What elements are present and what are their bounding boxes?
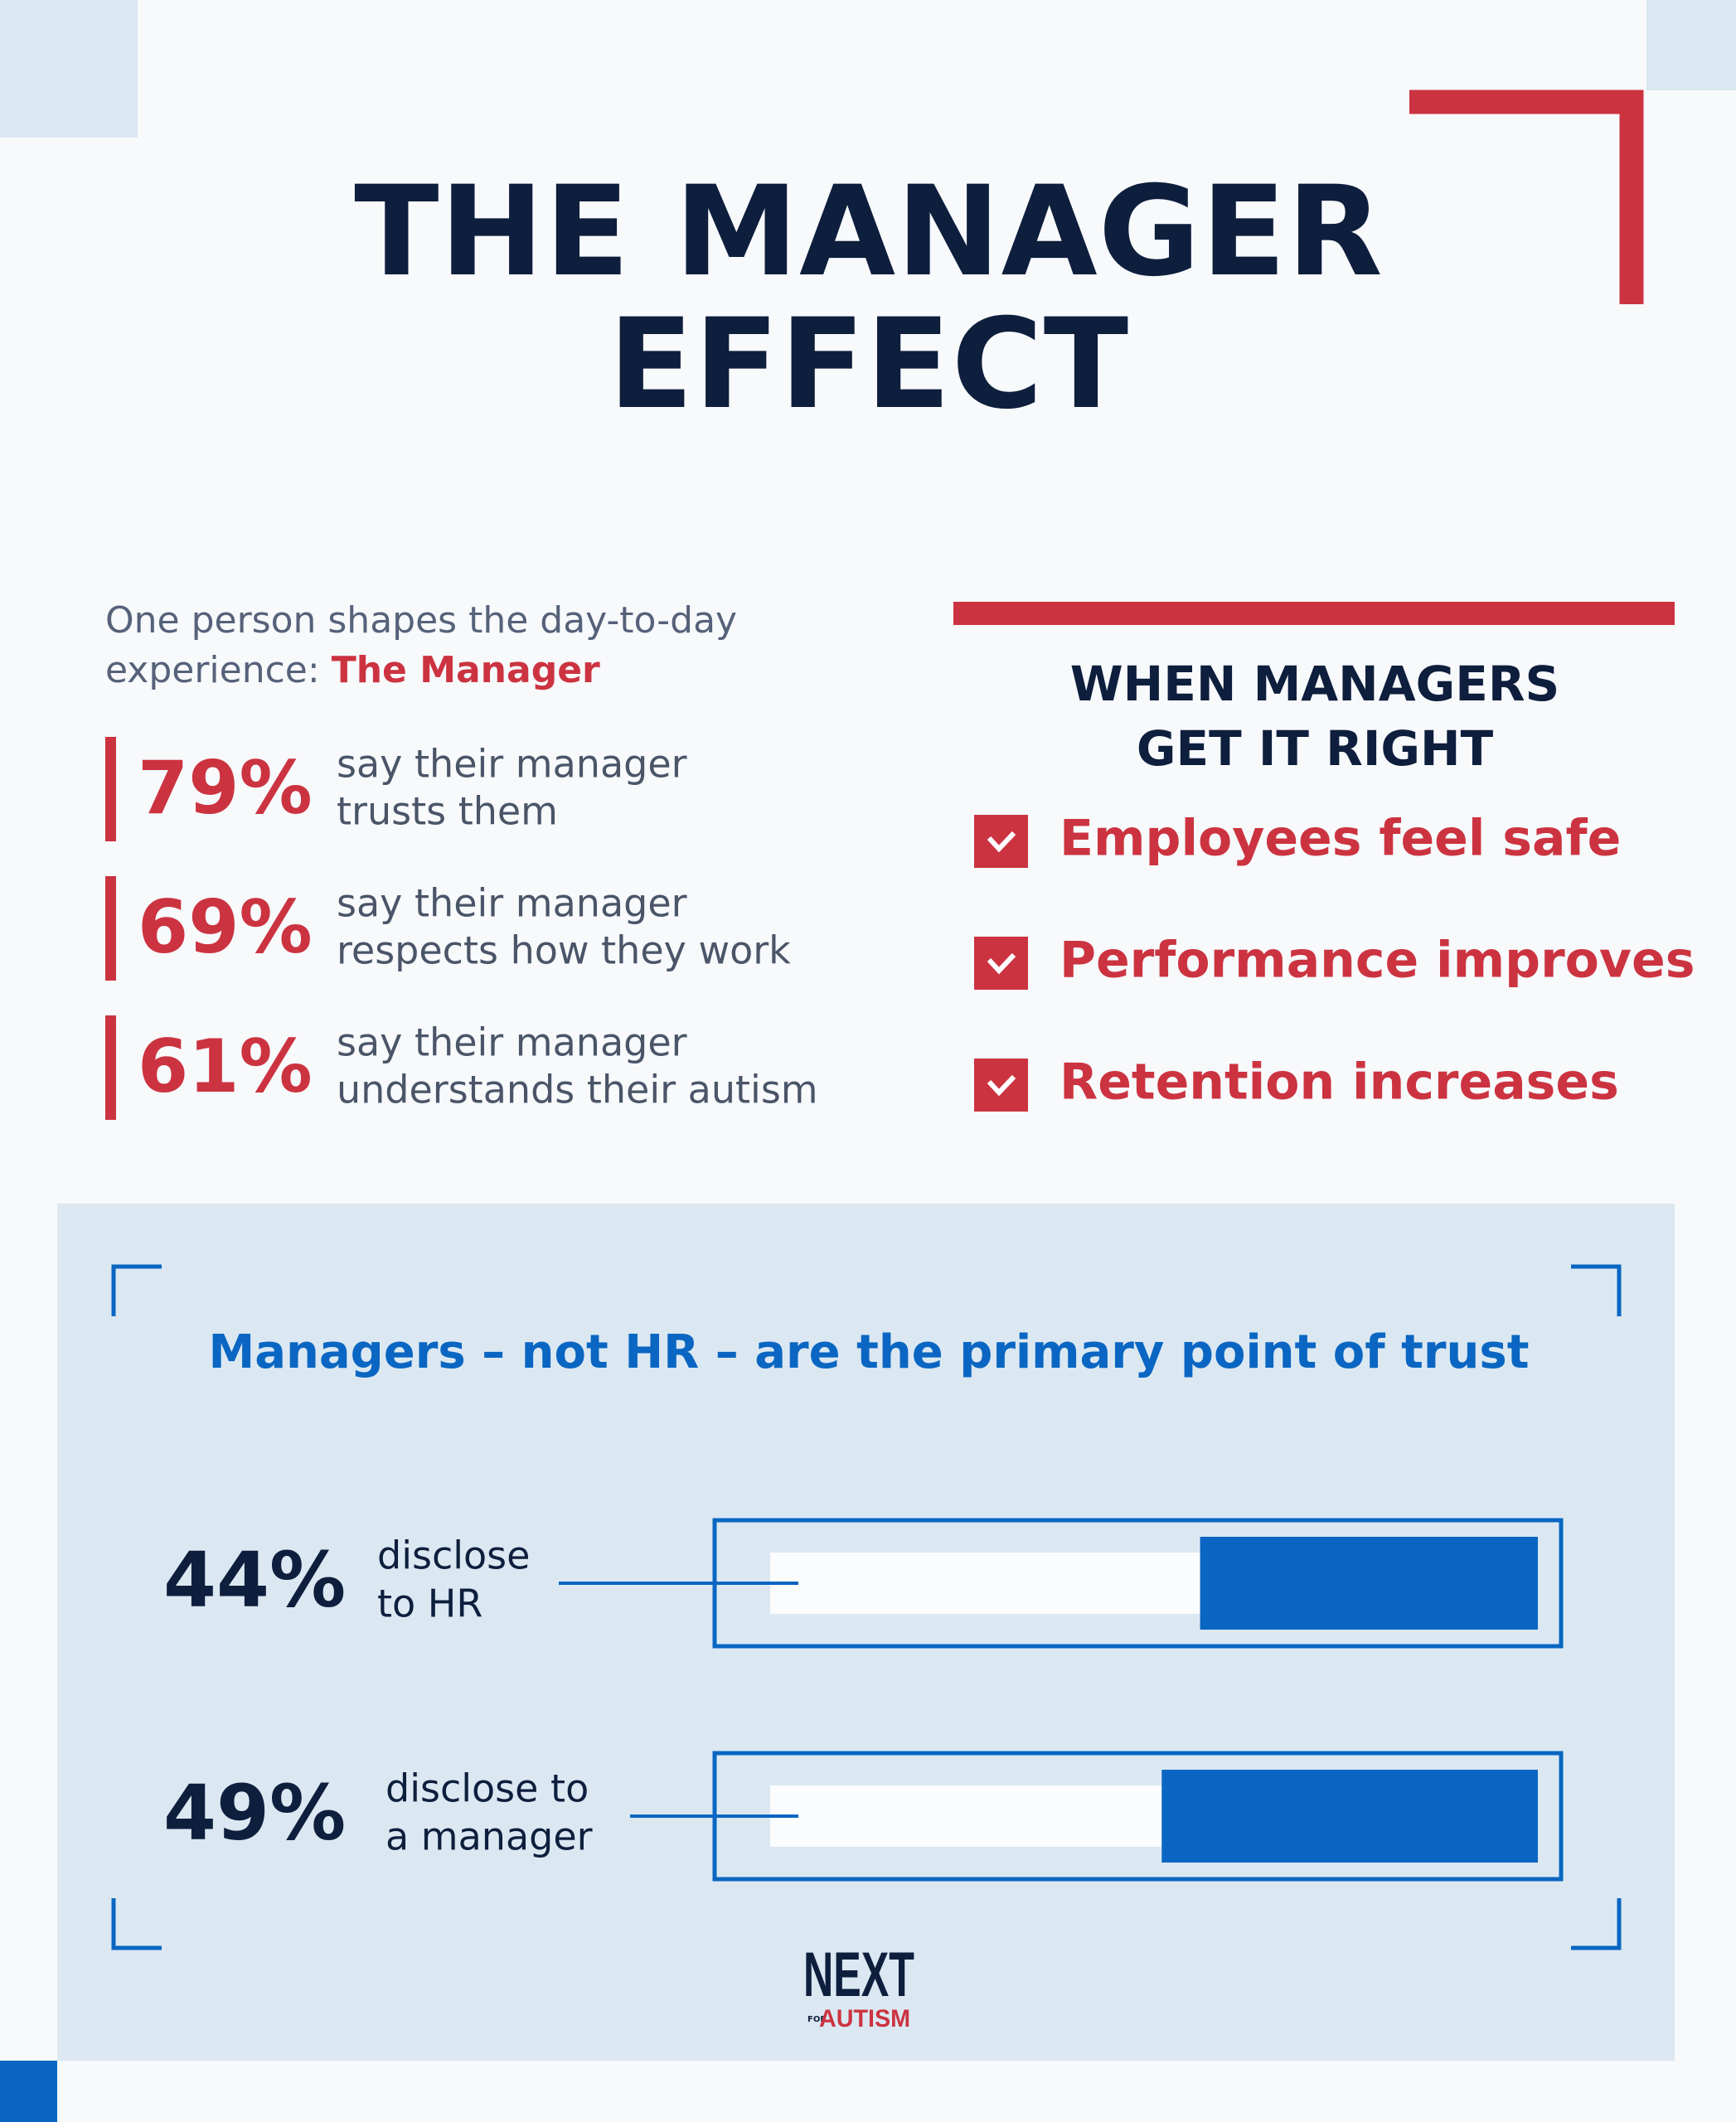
bar-frame (712, 1751, 1564, 1882)
intro-highlight: The Manager (332, 649, 600, 691)
bar (1161, 1770, 1538, 1863)
panel-heading: WHEN MANAGERS (1070, 656, 1560, 712)
bar-frame (712, 1518, 1564, 1649)
check-mark (987, 952, 1016, 975)
intro-line: experience: (105, 649, 320, 691)
checkbox (974, 937, 1028, 990)
category-label: a manager (386, 1814, 593, 1859)
corner-square (0, 0, 138, 138)
stat-percent: 79% (138, 745, 313, 831)
logo-sub: AUTISM (819, 2005, 910, 2032)
corner-square (0, 2061, 57, 2122)
intro-line: One person shapes the day-to-day (105, 599, 737, 642)
checklist-item: Performance improves (1060, 932, 1695, 990)
stat-description: say their manager (337, 881, 687, 926)
chart-title: Managers – not HR – are the primary poin… (209, 1325, 1530, 1379)
stat-bar (105, 1015, 116, 1120)
intro-text: experience: The Manager (105, 649, 600, 691)
panel-brackets (111, 1264, 1622, 1950)
bottom-panel (57, 1204, 1675, 2061)
check-mark (987, 1074, 1016, 1097)
category-label: disclose (377, 1533, 530, 1578)
stat-percent: 69% (138, 884, 313, 970)
value-label: 44% (163, 1535, 346, 1624)
red-rule (953, 602, 1675, 625)
corner-square (1646, 0, 1736, 90)
stat-description: respects how they work (337, 928, 791, 973)
stat-bar (105, 737, 116, 841)
bar (1200, 1537, 1538, 1630)
stat-description: trusts them (337, 789, 558, 834)
title: THE MANAGER (354, 160, 1384, 304)
intro-text: One person shapes the day-to-day (105, 599, 737, 642)
stat-bar (105, 876, 116, 981)
stat-description: say their manager (337, 742, 687, 787)
logo-for: FOR (807, 2015, 827, 2024)
checklist-item: Employees feel safe (1060, 810, 1621, 868)
stat-description: say their manager (337, 1020, 687, 1065)
stat-description: understands their autism (337, 1068, 818, 1112)
category-label: to HR (377, 1582, 482, 1626)
check-mark (987, 831, 1016, 853)
title: EFFECT (609, 293, 1129, 437)
red-bracket (1409, 90, 1644, 304)
stat-percent: 61% (138, 1024, 313, 1109)
checkbox (974, 815, 1028, 868)
category-label: disclose to (386, 1766, 589, 1811)
panel-heading: GET IT RIGHT (1137, 720, 1494, 777)
logo-name: NEXT (803, 1940, 914, 2010)
checklist-item: Retention increases (1060, 1054, 1619, 1112)
checkbox (974, 1059, 1028, 1112)
value-label: 49% (163, 1768, 346, 1857)
